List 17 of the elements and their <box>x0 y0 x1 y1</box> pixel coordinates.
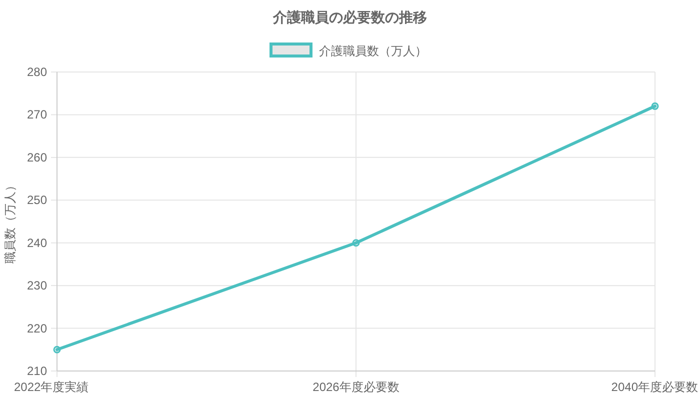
point <box>352 239 360 247</box>
x-tick-label: 2026年度必要数 <box>312 380 400 394</box>
y-tick-label: 250 <box>26 193 48 208</box>
y-tick-label: 230 <box>26 278 48 293</box>
y-tick-label: 280 <box>26 65 48 79</box>
y-tick-label: 270 <box>26 108 48 122</box>
y-tick-label: 210 <box>26 364 48 378</box>
y-tick-label: 220 <box>26 321 48 336</box>
legend-label: 介護職員数（万人） <box>319 44 427 58</box>
y-tick-label: 240 <box>26 236 48 250</box>
point <box>651 102 659 110</box>
x-tick-label: 2040年度必要数 <box>611 380 698 394</box>
point <box>53 346 61 354</box>
y-tick-label: 260 <box>26 150 48 164</box>
y-axis-title: 職員数（万人） <box>3 180 17 264</box>
x-tick-label: 2022年度実績 <box>14 380 89 394</box>
chart-title: 介護職員の必要数の推移 <box>272 9 427 25</box>
